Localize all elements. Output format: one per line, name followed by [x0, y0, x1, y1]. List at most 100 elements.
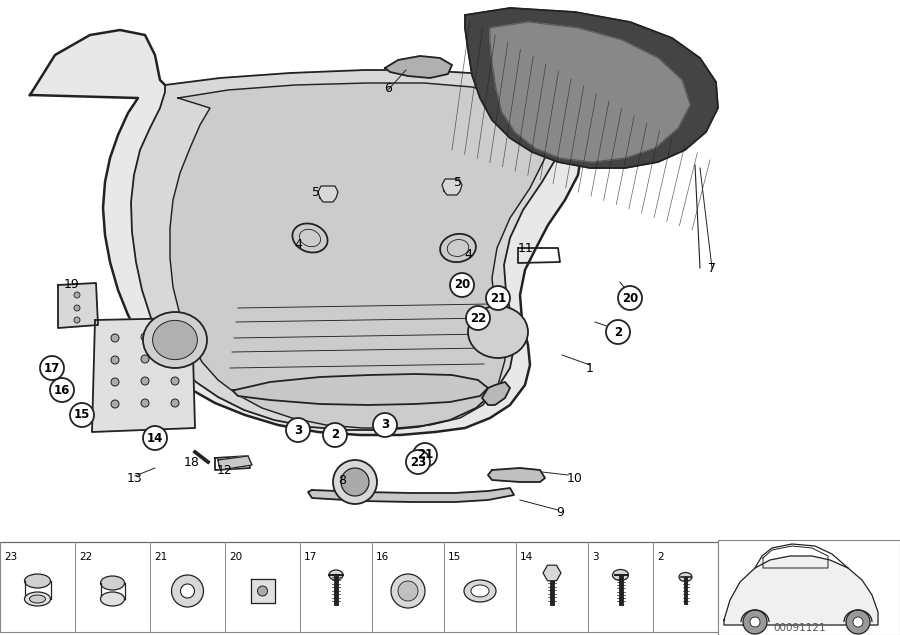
Text: 20: 20: [622, 291, 638, 305]
Text: 4: 4: [464, 248, 472, 260]
Text: 12: 12: [217, 464, 233, 476]
Bar: [0, 542, 718, 632]
Circle shape: [40, 356, 64, 380]
Text: 16: 16: [376, 552, 389, 562]
Text: 17: 17: [44, 361, 60, 375]
Text: 00091121: 00091121: [774, 623, 826, 633]
Text: 10: 10: [567, 472, 583, 485]
Text: 9: 9: [556, 505, 564, 519]
Circle shape: [341, 468, 369, 496]
Circle shape: [181, 584, 194, 598]
Circle shape: [74, 305, 80, 311]
Polygon shape: [58, 283, 98, 328]
Text: 17: 17: [304, 552, 317, 562]
Bar: [718, 540, 900, 635]
Circle shape: [111, 334, 119, 342]
Polygon shape: [488, 468, 545, 482]
Ellipse shape: [329, 570, 343, 580]
Ellipse shape: [101, 592, 124, 606]
Ellipse shape: [30, 595, 46, 603]
Polygon shape: [385, 56, 452, 78]
Text: 3: 3: [294, 424, 302, 436]
Ellipse shape: [679, 573, 692, 582]
Circle shape: [257, 586, 267, 596]
Circle shape: [70, 403, 94, 427]
Circle shape: [406, 450, 430, 474]
Circle shape: [846, 610, 870, 634]
Circle shape: [111, 400, 119, 408]
Text: 23: 23: [410, 455, 426, 469]
Circle shape: [750, 617, 760, 627]
Text: 21: 21: [490, 291, 506, 305]
Circle shape: [333, 460, 377, 504]
Circle shape: [323, 423, 347, 447]
Circle shape: [141, 377, 149, 385]
Text: 15: 15: [448, 552, 461, 562]
Text: 21: 21: [417, 448, 433, 462]
Circle shape: [141, 333, 149, 341]
Text: 20: 20: [229, 552, 242, 562]
Polygon shape: [308, 488, 514, 502]
Text: 13: 13: [127, 472, 143, 485]
Circle shape: [466, 306, 490, 330]
Circle shape: [171, 333, 179, 341]
Circle shape: [111, 378, 119, 386]
Ellipse shape: [101, 576, 124, 590]
Text: 7: 7: [708, 262, 716, 274]
Ellipse shape: [153, 321, 197, 359]
Text: 20: 20: [454, 279, 470, 291]
Circle shape: [50, 378, 74, 402]
Circle shape: [141, 399, 149, 407]
Text: 14: 14: [147, 432, 163, 444]
Ellipse shape: [471, 585, 489, 597]
Polygon shape: [232, 374, 488, 405]
Text: 16: 16: [54, 384, 70, 396]
Polygon shape: [318, 186, 338, 202]
Circle shape: [450, 273, 474, 297]
Circle shape: [141, 355, 149, 363]
Text: 2: 2: [657, 552, 663, 562]
Text: 6: 6: [384, 81, 392, 95]
Ellipse shape: [24, 574, 50, 588]
Text: 15: 15: [74, 408, 90, 422]
Polygon shape: [482, 382, 510, 405]
Circle shape: [743, 610, 767, 634]
Circle shape: [486, 286, 510, 310]
Text: 3: 3: [592, 552, 598, 562]
Circle shape: [111, 356, 119, 364]
Polygon shape: [543, 565, 561, 581]
Text: 2: 2: [614, 326, 622, 338]
Text: 5: 5: [454, 175, 462, 189]
Text: 21: 21: [154, 552, 167, 562]
Circle shape: [853, 617, 863, 627]
Polygon shape: [442, 179, 462, 195]
Text: 11: 11: [518, 241, 534, 255]
Polygon shape: [131, 70, 562, 430]
Text: 1: 1: [586, 361, 594, 375]
Polygon shape: [250, 579, 274, 603]
Text: 5: 5: [312, 185, 320, 199]
Circle shape: [373, 413, 397, 437]
Text: 8: 8: [338, 474, 346, 486]
Text: 14: 14: [520, 552, 533, 562]
Circle shape: [172, 575, 203, 607]
Circle shape: [413, 443, 437, 467]
Text: 22: 22: [79, 552, 92, 562]
Circle shape: [171, 399, 179, 407]
Circle shape: [286, 418, 310, 442]
Circle shape: [171, 355, 179, 363]
Circle shape: [74, 317, 80, 323]
Circle shape: [618, 286, 642, 310]
Text: 18: 18: [184, 455, 200, 469]
Text: 19: 19: [64, 279, 80, 291]
Polygon shape: [490, 22, 690, 162]
Text: 22: 22: [470, 312, 486, 324]
Polygon shape: [724, 556, 878, 625]
Ellipse shape: [464, 580, 496, 602]
Polygon shape: [92, 318, 195, 432]
Text: 23: 23: [4, 552, 17, 562]
Text: 4: 4: [294, 237, 302, 250]
Text: 3: 3: [381, 418, 389, 432]
Ellipse shape: [613, 570, 628, 580]
Ellipse shape: [143, 312, 207, 368]
